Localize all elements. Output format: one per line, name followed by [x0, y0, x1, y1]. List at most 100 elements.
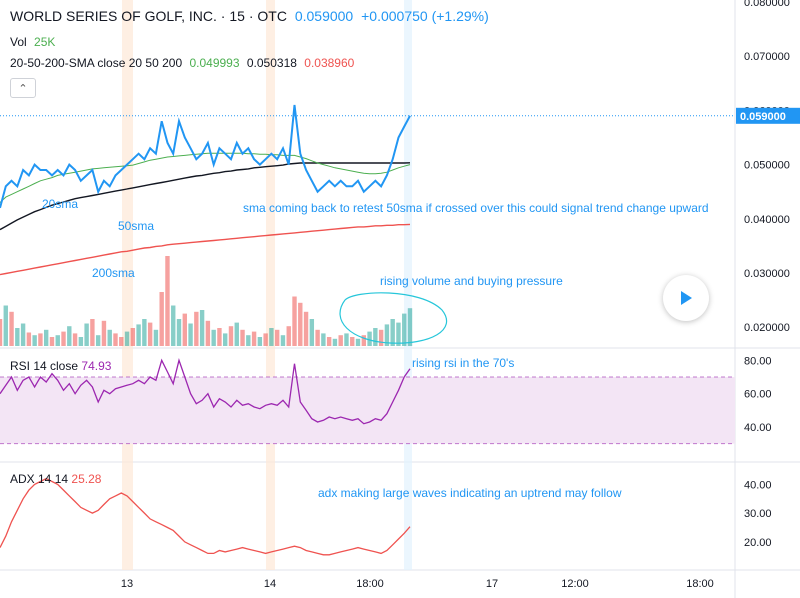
volume-bar: [298, 302, 303, 346]
volume-bar: [3, 305, 8, 346]
volume-value: 25K: [34, 35, 56, 49]
sma-label: 20-50-200-SMA close 20 50 200: [10, 56, 183, 70]
last-price-tag-label: 0.059000: [740, 111, 786, 123]
volume-bar: [176, 319, 182, 346]
rsi-line: [0, 358, 411, 425]
volume-bar: [286, 326, 291, 346]
volume-bar: [390, 319, 395, 346]
volume-bar: [159, 292, 164, 346]
volume-bar: [101, 320, 107, 346]
volume-bar: [49, 337, 55, 346]
time-tick-label: 18:00: [356, 578, 384, 590]
price-line: [0, 104, 411, 209]
annotation-rising-volume: rising volume and buying pressure: [380, 274, 563, 288]
volume-highlight-ellipse: [339, 292, 448, 344]
sma50-line: [0, 162, 411, 231]
session-highlight: [122, 0, 133, 570]
volume-bar: [119, 337, 124, 346]
session-highlight: [266, 0, 275, 570]
volume-bar: [72, 333, 78, 346]
sma200-value: 0.038960: [304, 56, 355, 70]
volume-bar: [350, 337, 355, 346]
time-tick-label: 18:00: [686, 578, 714, 590]
volume-bar: [338, 335, 343, 346]
adx-line: [0, 477, 411, 556]
adx-tick-label: 40.00: [744, 479, 772, 491]
volume-label: Vol: [10, 35, 27, 49]
play-icon: [681, 291, 692, 305]
volume-bar: [269, 328, 274, 346]
collapse-legend-button[interactable]: ⌃: [10, 78, 36, 98]
volume-bar: [361, 335, 367, 346]
sma50-value: 0.050318: [246, 56, 297, 70]
adx-legend[interactable]: ADX 14 14 25.28: [10, 472, 101, 486]
rsi-tick-label: 80.00: [744, 355, 772, 367]
symbol-title[interactable]: WORLD SERIES OF GOLF, INC. · 15 · OTC: [10, 8, 287, 24]
volume-bar: [188, 323, 193, 346]
price-change: +0.000750 (+1.29%): [361, 8, 489, 24]
volume-bar: [274, 329, 280, 346]
annotation-20sma: 20sma: [42, 197, 78, 211]
adx-tick-label: 30.00: [744, 508, 772, 520]
volume-legend[interactable]: Vol 25K: [10, 35, 59, 49]
rsi-label: RSI 14 close: [10, 359, 79, 373]
volume-bar: [38, 333, 43, 346]
chevron-up-icon: ⌃: [18, 82, 28, 95]
volume-bar: [43, 329, 49, 346]
play-button[interactable]: [663, 275, 709, 321]
time-tick-label: 14: [264, 578, 276, 590]
volume-bar: [246, 335, 251, 346]
volume-bar: [251, 331, 257, 346]
volume-bar: [107, 329, 112, 346]
volume-bar: [373, 328, 378, 346]
volume-bar: [223, 333, 228, 346]
volume-bar: [407, 308, 413, 346]
volume-bar: [136, 324, 141, 346]
volume-bar: [78, 337, 84, 346]
rsi-legend[interactable]: RSI 14 close 74.93: [10, 359, 111, 373]
volume-bar: [309, 319, 315, 346]
price-tick-label: 0.030000: [744, 268, 790, 280]
volume-bar: [367, 331, 372, 346]
rsi-tick-label: 60.00: [744, 389, 772, 401]
volume-bar: [378, 329, 384, 346]
volume-bar: [257, 337, 263, 346]
volume-bar: [199, 310, 205, 346]
volume-bar: [315, 329, 320, 346]
volume-bar: [15, 328, 20, 346]
volume-bar: [26, 332, 32, 346]
volume-bar: [0, 319, 3, 346]
rsi-band: [0, 377, 735, 444]
volume-bar: [355, 338, 361, 346]
volume-bar: [384, 324, 390, 346]
volume-bar: [194, 311, 199, 346]
price-tick-label: 0.040000: [744, 214, 790, 226]
volume-bar: [263, 333, 268, 346]
sma-legend[interactable]: 20-50-200-SMA close 20 50 200 0.049993 0…: [10, 56, 358, 70]
rsi-tick-label: 40.00: [744, 422, 772, 434]
chart-header: WORLD SERIES OF GOLF, INC. · 15 · OTC 0.…: [10, 8, 493, 24]
time-tick-label: 17: [486, 578, 498, 590]
volume-bar: [205, 320, 211, 346]
volume-bar: [90, 319, 95, 346]
volume-bar: [280, 335, 286, 346]
sma20-line: [0, 152, 411, 203]
volume-bar: [61, 331, 66, 346]
volume-bar: [67, 326, 72, 346]
annotation-sma-retest: sma coming back to retest 50sma if cross…: [243, 201, 709, 215]
volume-bar: [55, 335, 60, 346]
annotation-50sma: 50sma: [118, 219, 154, 233]
volume-bar: [20, 323, 26, 346]
rsi-value: 74.93: [81, 359, 112, 373]
volume-bar: [182, 313, 187, 346]
sma200-line: [0, 223, 411, 276]
volume-bar: [95, 335, 101, 346]
annotation-adx-waves: adx making large waves indicating an upt…: [318, 486, 622, 500]
adx-value: 25.28: [71, 472, 102, 486]
volume-bar: [396, 322, 401, 346]
volume-bar: [9, 311, 14, 346]
volume-bar: [147, 322, 153, 346]
price-tick-label: 0.050000: [744, 160, 790, 172]
session-highlight: [404, 0, 412, 570]
